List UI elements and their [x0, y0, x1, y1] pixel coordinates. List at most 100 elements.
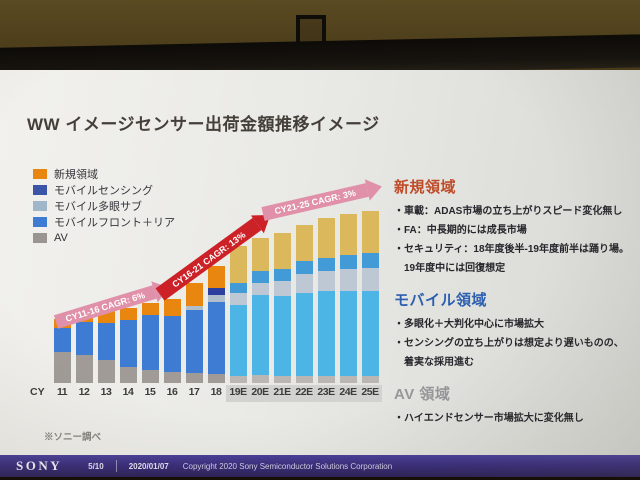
commentary-section: AV 領域・ハイエンドセンサー市場拡大に変化無し	[394, 383, 636, 428]
x-axis-label: 17	[188, 386, 200, 398]
x-axis-label: 12	[78, 386, 90, 398]
segment-new	[185, 283, 203, 306]
bar-column	[205, 266, 227, 383]
segment-av	[119, 367, 137, 383]
x-axis-label: 22E	[295, 386, 313, 398]
x-axis-label: 13	[100, 386, 112, 398]
bar-column	[51, 319, 73, 383]
stacked-bar-11	[53, 319, 71, 383]
bar-column	[227, 246, 249, 383]
segment-av	[53, 352, 71, 383]
bullet-line: 着実な採用進む	[394, 357, 474, 368]
x-axis-label: 16	[166, 386, 178, 398]
stacked-bar-19E	[229, 246, 247, 383]
legend-item: AV	[33, 230, 175, 245]
segment-front_rear	[53, 328, 71, 352]
legend-swatch-icon	[33, 184, 47, 195]
x-axis-label: 23E	[317, 386, 335, 398]
legend-label: モバイル多眼サブ	[54, 200, 142, 213]
stacked-bar-22E	[295, 225, 313, 383]
footer-divider	[115, 460, 117, 472]
legend-swatch-icon	[33, 216, 47, 227]
bar-column	[249, 238, 271, 383]
segment-av	[361, 376, 379, 383]
commentary-section: モバイル領域・多眼化＋大判化中心に市場拡大・センシングの立ち上がりは想定より遅い…	[394, 289, 636, 372]
x-axis-label: 19E	[229, 386, 247, 398]
segment-front_rear	[119, 320, 137, 367]
segment-av	[273, 376, 291, 383]
segment-av	[295, 376, 313, 383]
segment-front_rear	[251, 295, 269, 375]
bar-column	[271, 233, 293, 383]
segment-front_rear	[339, 291, 357, 376]
bullet-line: ・センシングの立ち上がりは想定より遅いものの、	[394, 338, 624, 349]
stacked-bar-15	[141, 303, 159, 383]
source-footnote: ※ソニー調べ	[44, 432, 102, 443]
segment-front_rear	[185, 310, 203, 373]
bar-column	[161, 299, 183, 383]
legend-swatch-icon	[33, 200, 47, 211]
segment-sub	[229, 293, 247, 305]
segment-new	[317, 218, 335, 258]
bullet-line: ・ハイエンドセンサー市場拡大に変化無し	[394, 413, 584, 424]
segment-sub	[251, 283, 269, 295]
segment-av	[185, 373, 203, 383]
segment-sub	[207, 295, 225, 302]
x-axis-label: 20E	[251, 386, 269, 398]
segment-sensing	[295, 261, 313, 274]
footer-copyright: Copyright 2020 Sony Semiconductor Soluti…	[182, 461, 393, 471]
stacked-bar-20E	[251, 238, 269, 383]
legend-swatch-icon	[33, 232, 47, 243]
segment-sensing	[339, 255, 357, 269]
sony-logo: SONY	[16, 458, 63, 473]
segment-sub	[273, 281, 291, 296]
segment-new	[207, 266, 225, 288]
bar-column	[315, 218, 337, 383]
section-heading: 新規領域	[394, 179, 457, 196]
segment-front_rear	[141, 315, 159, 370]
commentary-section: 新規領域 ・車載：ADAS市場の立ち上がりスピード変化無し ・FA：中長期的には成長…	[394, 176, 636, 278]
segment-av	[141, 370, 159, 383]
segment-sensing	[273, 269, 291, 281]
segment-new	[273, 233, 291, 269]
stacked-bar-24E	[339, 214, 357, 383]
segment-sensing	[251, 271, 269, 283]
segment-av	[163, 372, 181, 383]
segment-new	[163, 299, 181, 316]
segment-sensing	[207, 288, 225, 295]
segment-sub	[339, 269, 357, 291]
x-axis-labels: 11 12 13 14 15 16 17 18 19E 20E 21E 22E 23E 24E 25E	[51, 386, 381, 398]
segment-sub	[317, 271, 335, 291]
stacked-bar-13	[97, 310, 115, 383]
bullet-line: ・多眼化＋大判化中心に市場拡大	[394, 319, 544, 330]
legend-label: モバイルフロント＋リア	[54, 216, 175, 229]
legend-item: モバイルセンシング	[33, 182, 175, 197]
bullet-line: 19年度中には回復想定	[394, 263, 506, 274]
stacked-bar-18	[207, 266, 225, 383]
segment-new	[229, 246, 247, 283]
bar-column	[183, 283, 205, 383]
x-axis-label: 24E	[339, 386, 357, 398]
bullet-line: ・車載：ADAS市場の立ち上がりスピード変化無し	[394, 206, 623, 217]
segment-sub	[361, 268, 379, 291]
segment-front_rear	[75, 322, 93, 355]
segment-front_rear	[317, 291, 335, 376]
slide-title: WW イメージセンサー出荷金額推移イメージ	[27, 115, 380, 134]
segment-front_rear	[295, 293, 313, 376]
segment-front_rear	[207, 302, 225, 374]
stacked-bar-16	[163, 299, 181, 383]
section-heading: AV 領域	[394, 386, 451, 403]
axis-prefix-label: CY	[30, 386, 45, 398]
segment-av	[229, 376, 247, 383]
legend-label: AV	[54, 231, 68, 244]
segment-front_rear	[361, 291, 379, 376]
segment-new	[295, 225, 313, 261]
section-heading: モバイル領域	[394, 292, 488, 309]
bar-column	[359, 211, 381, 383]
segment-front_rear	[229, 305, 247, 376]
commentary-panel: 新規領域 ・車載：ADAS市場の立ち上がりスピード変化無し ・FA：中長期的には成長…	[394, 176, 636, 439]
segment-sub	[185, 306, 203, 310]
x-axis-label: 21E	[273, 386, 291, 398]
legend-label: モバイルセンシング	[54, 184, 153, 197]
